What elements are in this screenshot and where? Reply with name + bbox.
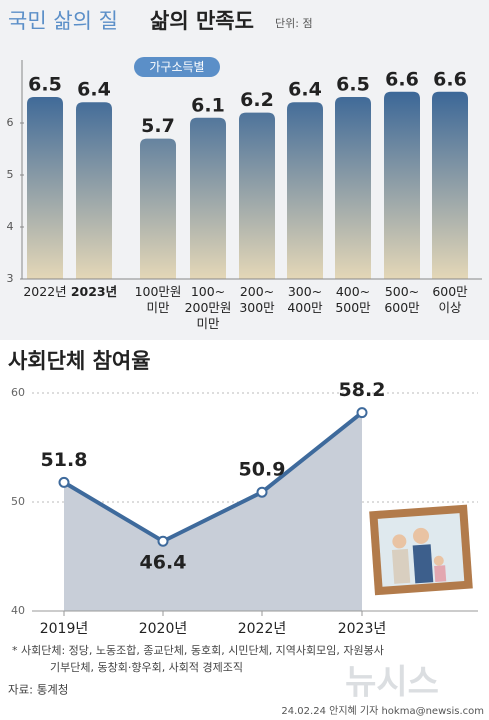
y-tick-label: 50 bbox=[11, 495, 25, 508]
y-tick-label: 60 bbox=[11, 386, 25, 399]
bar bbox=[432, 91, 468, 279]
source: 자료: 통계청 bbox=[8, 683, 68, 697]
group-pill bbox=[134, 57, 220, 77]
bar bbox=[335, 97, 371, 279]
person bbox=[434, 565, 447, 583]
person bbox=[433, 555, 444, 566]
group-label: 가구소득별 bbox=[149, 60, 204, 74]
value-label: 46.4 bbox=[140, 552, 187, 574]
x-tick-label: 2023년 bbox=[71, 284, 117, 299]
area bbox=[64, 412, 362, 611]
value-label: 6.1 bbox=[191, 94, 225, 116]
kicker: 국민 삶의 질 bbox=[8, 9, 118, 33]
watermark: 뉴시스 bbox=[345, 663, 439, 703]
chart-title: 사회단체 참여율 bbox=[8, 349, 151, 373]
y-tick-label: 4 bbox=[7, 220, 14, 233]
y-tick-label: 6 bbox=[7, 116, 14, 129]
y-tick-label: 40 bbox=[11, 604, 25, 617]
credit: 24.02.24 안지혜 기자 hokma@newsis.com bbox=[281, 705, 484, 717]
value-label: 6.5 bbox=[336, 74, 370, 96]
value-label: 6.5 bbox=[28, 74, 62, 96]
value-label: 6.4 bbox=[288, 79, 322, 101]
value-label: 6.6 bbox=[385, 68, 419, 90]
bar bbox=[76, 102, 112, 279]
chart-title: 삶의 만족도 bbox=[150, 9, 254, 33]
x-tick-label: 2019년 bbox=[40, 621, 89, 637]
bar bbox=[140, 138, 176, 279]
marker bbox=[157, 535, 169, 547]
person bbox=[413, 527, 430, 544]
marker bbox=[58, 476, 70, 488]
person bbox=[391, 548, 411, 584]
x-tick-label: 600만 이상 bbox=[432, 284, 468, 315]
person bbox=[412, 544, 434, 584]
bar bbox=[287, 102, 323, 279]
x-tick-label: 2020년 bbox=[139, 621, 188, 637]
y-tick-label: 5 bbox=[7, 168, 14, 181]
x-tick-label: 2023년 bbox=[338, 621, 387, 637]
line-chart: 40 50 60 51.8 2019년 46.4 2020년 50.9 2022년 58.2 202… bbox=[11, 379, 478, 637]
value-label: 51.8 bbox=[41, 449, 88, 471]
x-tick-label: 2022년 bbox=[238, 621, 287, 637]
x-tick-label: 100만원 미만 bbox=[135, 284, 182, 315]
x-tick-label: 300~ 400만 bbox=[287, 284, 323, 315]
value-label: 58.2 bbox=[339, 379, 386, 401]
x-tick-label: 100~ 200만원 미만 bbox=[185, 284, 232, 331]
notes: * 사회단체: 정당, 노동조합, 종교단체, 동호회, 시민단체, 지역사회모… bbox=[8, 644, 484, 717]
bar bbox=[190, 117, 226, 279]
bar bbox=[384, 91, 420, 279]
x-tick-label: 500~ 600만 bbox=[384, 284, 420, 315]
footnote: * 사회단체: 정당, 노동조합, 종교단체, 동호회, 시민단체, 지역사회모… bbox=[12, 644, 384, 657]
x-tick-label: 200~ 300만 bbox=[239, 284, 275, 315]
x-tick-label: 2022년 bbox=[23, 284, 66, 299]
bar-chart: 3 4 5 6 6.5 2022년 6.4 2023년 5.7 100만원 미만 6.1 100~ 200… bbox=[7, 60, 482, 331]
marker bbox=[356, 407, 368, 419]
person bbox=[392, 534, 407, 549]
value-label: 5.7 bbox=[141, 115, 175, 137]
bar bbox=[27, 97, 63, 279]
line bbox=[62, 411, 364, 544]
unit-note: 단위: 점 bbox=[275, 17, 313, 30]
footnote: 기부단체, 동창회·향우회, 사회적 경제조직 bbox=[50, 661, 243, 674]
value-label: 6.4 bbox=[77, 79, 111, 101]
x-tick-label: 400~ 500만 bbox=[335, 284, 371, 315]
photo-illustration bbox=[369, 504, 473, 596]
value-label: 6.2 bbox=[240, 89, 274, 111]
y-tick-label: 3 bbox=[7, 272, 14, 285]
marker bbox=[256, 486, 268, 498]
bar bbox=[239, 112, 275, 279]
value-label: 50.9 bbox=[239, 459, 286, 481]
value-label: 6.6 bbox=[433, 68, 467, 90]
